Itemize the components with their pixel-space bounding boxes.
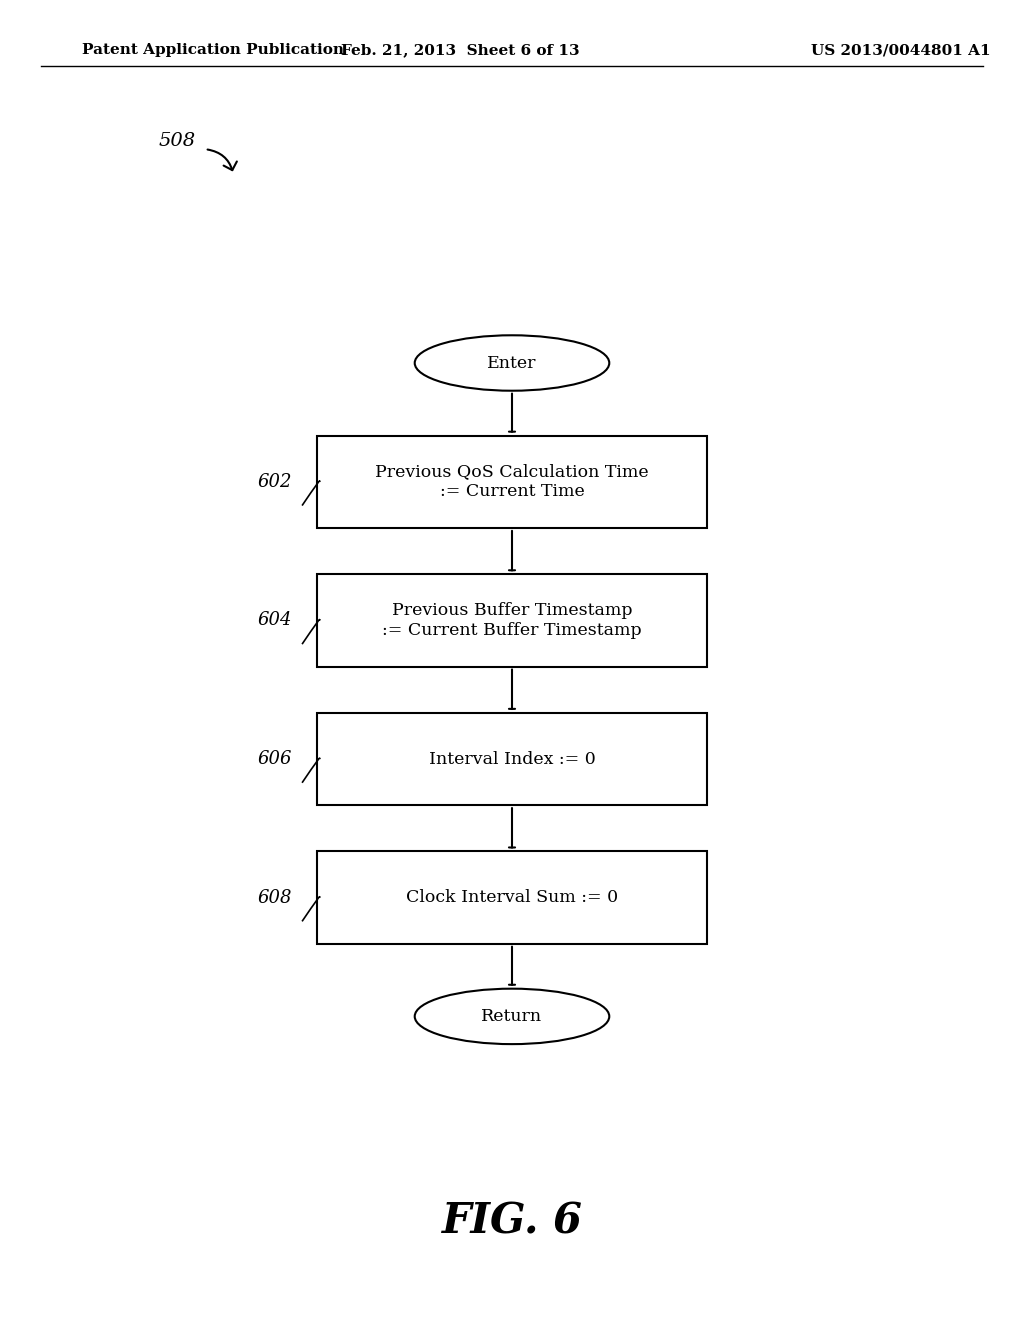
Text: Feb. 21, 2013  Sheet 6 of 13: Feb. 21, 2013 Sheet 6 of 13 — [341, 44, 581, 57]
FancyBboxPatch shape — [317, 436, 707, 528]
Text: 604: 604 — [257, 611, 292, 630]
FancyArrowPatch shape — [208, 149, 237, 170]
Text: FIG. 6: FIG. 6 — [441, 1200, 583, 1242]
Text: 508: 508 — [159, 132, 196, 150]
Text: Previous Buffer Timestamp
:= Current Buffer Timestamp: Previous Buffer Timestamp := Current Buf… — [382, 602, 642, 639]
Text: Interval Index := 0: Interval Index := 0 — [429, 751, 595, 767]
Text: 602: 602 — [257, 473, 292, 491]
Text: 606: 606 — [257, 750, 292, 768]
Ellipse shape — [415, 989, 609, 1044]
Text: Clock Interval Sum := 0: Clock Interval Sum := 0 — [406, 890, 618, 906]
FancyBboxPatch shape — [317, 574, 707, 667]
Text: Enter: Enter — [487, 355, 537, 371]
Text: Previous QoS Calculation Time
:= Current Time: Previous QoS Calculation Time := Current… — [375, 463, 649, 500]
FancyBboxPatch shape — [317, 713, 707, 805]
FancyBboxPatch shape — [317, 851, 707, 944]
Ellipse shape — [415, 335, 609, 391]
Text: 608: 608 — [257, 888, 292, 907]
Text: US 2013/0044801 A1: US 2013/0044801 A1 — [811, 44, 991, 57]
Text: Return: Return — [481, 1008, 543, 1024]
Text: Patent Application Publication: Patent Application Publication — [82, 44, 344, 57]
